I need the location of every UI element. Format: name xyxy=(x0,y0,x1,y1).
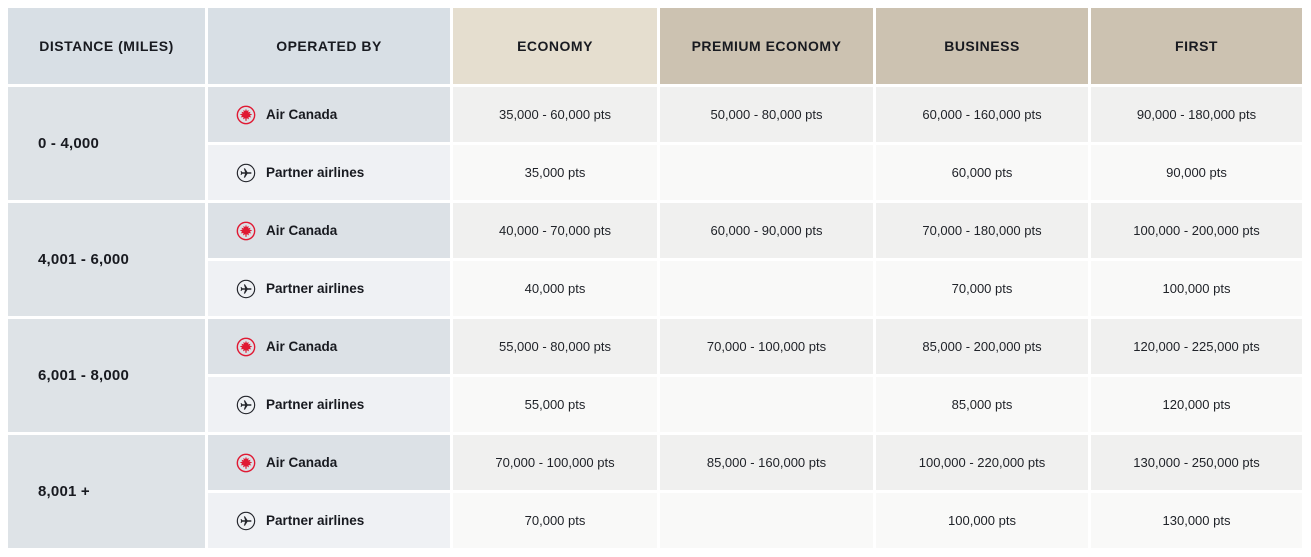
air-canada-roundel-icon xyxy=(236,105,256,125)
operator-cell-partner-airlines: Partner airlines xyxy=(208,493,450,548)
points-cell-economy: 55,000 pts xyxy=(453,377,657,432)
points-cell-economy: 70,000 - 100,000 pts xyxy=(453,435,657,490)
distance-cell: 8,001 + xyxy=(8,435,205,548)
points-cell-business: 100,000 - 220,000 pts xyxy=(876,435,1088,490)
operator-label: Air Canada xyxy=(266,455,338,470)
column-header-business: BUSINESS xyxy=(876,8,1088,84)
operator-label: Partner airlines xyxy=(266,513,365,528)
operator-label: Air Canada xyxy=(266,107,338,122)
points-cell-first: 120,000 pts xyxy=(1091,377,1302,432)
operator-label: Air Canada xyxy=(266,223,338,238)
points-cell-economy: 35,000 pts xyxy=(453,145,657,200)
operator-label: Partner airlines xyxy=(266,397,365,412)
partner-airplane-icon xyxy=(236,511,256,531)
reward-chart-table: DISTANCE (MILES) OPERATED BY ECONOMY PRE… xyxy=(8,8,1302,548)
column-header-operated-by: OPERATED BY xyxy=(208,8,450,84)
air-canada-roundel-icon xyxy=(236,453,256,473)
partner-airplane-icon xyxy=(236,163,256,183)
points-cell-economy: 70,000 pts xyxy=(453,493,657,548)
column-header-economy: ECONOMY xyxy=(453,8,657,84)
points-cell-premium-economy: 50,000 - 80,000 pts xyxy=(660,87,873,142)
points-cell-business: 85,000 pts xyxy=(876,377,1088,432)
operator-cell-partner-airlines: Partner airlines xyxy=(208,145,450,200)
points-cell-business: 70,000 pts xyxy=(876,261,1088,316)
points-cell-first: 90,000 - 180,000 pts xyxy=(1091,87,1302,142)
operator-cell-air-canada: Air Canada xyxy=(208,203,450,258)
points-cell-premium-economy: 70,000 - 100,000 pts xyxy=(660,319,873,374)
points-cell-economy: 40,000 pts xyxy=(453,261,657,316)
points-cell-first: 100,000 - 200,000 pts xyxy=(1091,203,1302,258)
operator-cell-partner-airlines: Partner airlines xyxy=(208,261,450,316)
operator-cell-partner-airlines: Partner airlines xyxy=(208,377,450,432)
points-cell-first: 100,000 pts xyxy=(1091,261,1302,316)
air-canada-roundel-icon xyxy=(236,221,256,241)
points-cell-economy: 40,000 - 70,000 pts xyxy=(453,203,657,258)
points-cell-business: 60,000 - 160,000 pts xyxy=(876,87,1088,142)
points-cell-first: 120,000 - 225,000 pts xyxy=(1091,319,1302,374)
operator-label: Partner airlines xyxy=(266,281,365,296)
points-cell-premium-economy xyxy=(660,145,873,200)
points-cell-first: 130,000 - 250,000 pts xyxy=(1091,435,1302,490)
operator-cell-air-canada: Air Canada xyxy=(208,435,450,490)
points-cell-premium-economy xyxy=(660,377,873,432)
points-cell-business: 100,000 pts xyxy=(876,493,1088,548)
points-cell-economy: 35,000 - 60,000 pts xyxy=(453,87,657,142)
points-cell-business: 85,000 - 200,000 pts xyxy=(876,319,1088,374)
partner-airplane-icon xyxy=(236,279,256,299)
operator-label: Partner airlines xyxy=(266,165,365,180)
operator-cell-air-canada: Air Canada xyxy=(208,87,450,142)
operator-label: Air Canada xyxy=(266,339,338,354)
partner-airplane-icon xyxy=(236,395,256,415)
points-cell-first: 130,000 pts xyxy=(1091,493,1302,548)
points-cell-premium-economy xyxy=(660,493,873,548)
points-cell-first: 90,000 pts xyxy=(1091,145,1302,200)
distance-cell: 4,001 - 6,000 xyxy=(8,203,205,316)
points-cell-premium-economy xyxy=(660,261,873,316)
column-header-premium-economy: PREMIUM ECONOMY xyxy=(660,8,873,84)
distance-cell: 0 - 4,000 xyxy=(8,87,205,200)
distance-cell: 6,001 - 8,000 xyxy=(8,319,205,432)
points-cell-premium-economy: 85,000 - 160,000 pts xyxy=(660,435,873,490)
points-cell-premium-economy: 60,000 - 90,000 pts xyxy=(660,203,873,258)
operator-cell-air-canada: Air Canada xyxy=(208,319,450,374)
air-canada-roundel-icon xyxy=(236,337,256,357)
points-cell-business: 70,000 - 180,000 pts xyxy=(876,203,1088,258)
column-header-distance: DISTANCE (MILES) xyxy=(8,8,205,84)
points-cell-economy: 55,000 - 80,000 pts xyxy=(453,319,657,374)
column-header-first: FIRST xyxy=(1091,8,1302,84)
points-cell-business: 60,000 pts xyxy=(876,145,1088,200)
